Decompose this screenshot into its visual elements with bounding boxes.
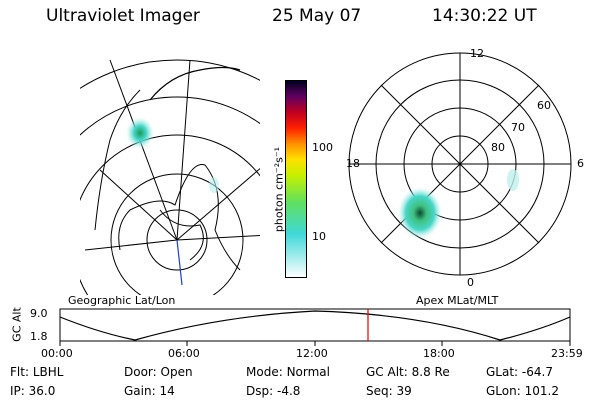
mlat-label-70: 70 xyxy=(511,121,525,134)
status-ip: IP: 36.0 xyxy=(10,384,56,398)
geographic-caption: Geographic Lat/Lon xyxy=(68,294,176,307)
status-gain: Gain: 14 xyxy=(124,384,175,398)
colorbar-tick-10: 10 xyxy=(312,230,326,243)
date-label: 25 May 07 xyxy=(272,6,362,26)
mlt-label-12: 12 xyxy=(470,47,484,60)
status-dsp: Dsp: -4.8 xyxy=(246,384,301,398)
time-label: 14:30:22 UT xyxy=(432,6,537,26)
status-glon: GLon: 101.2 xyxy=(486,384,559,398)
colorbar-tick-100: 100 xyxy=(312,141,333,154)
status-mode: Mode: Normal xyxy=(246,365,330,379)
status-glat: GLat: -64.7 xyxy=(486,365,553,379)
instrument-title: Ultraviolet Imager xyxy=(46,6,200,26)
altitude-ytick-1-8: 1.8 xyxy=(30,330,48,343)
mlat-label-80: 80 xyxy=(491,141,505,154)
status-gc-alt: GC Alt: 8.8 Re xyxy=(366,365,450,379)
status-flt: Flt: LBHL xyxy=(10,365,64,379)
mlat-label-60: 60 xyxy=(537,99,551,112)
mlt-label-18: 18 xyxy=(346,157,360,170)
status-seq: Seq: 39 xyxy=(366,384,412,398)
colorbar-unit-label: photon cm⁻²s⁻¹ xyxy=(272,146,286,233)
apex-caption: Apex MLat/MLT xyxy=(416,294,499,307)
time-tick-2359: 23:59 xyxy=(551,347,583,360)
colorbar xyxy=(285,80,307,278)
altitude-ytick-9: 9.0 xyxy=(30,307,48,320)
mlt-label-6: 6 xyxy=(577,157,584,170)
time-tick-0600: 06:00 xyxy=(168,347,200,360)
mlt-label-0: 0 xyxy=(467,276,474,289)
status-door: Door: Open xyxy=(124,365,193,379)
altitude-ylabel: GC Alt xyxy=(10,307,24,342)
time-tick-1800: 18:00 xyxy=(423,347,455,360)
time-tick-0000: 00:00 xyxy=(41,347,73,360)
time-tick-1200: 12:00 xyxy=(296,347,328,360)
